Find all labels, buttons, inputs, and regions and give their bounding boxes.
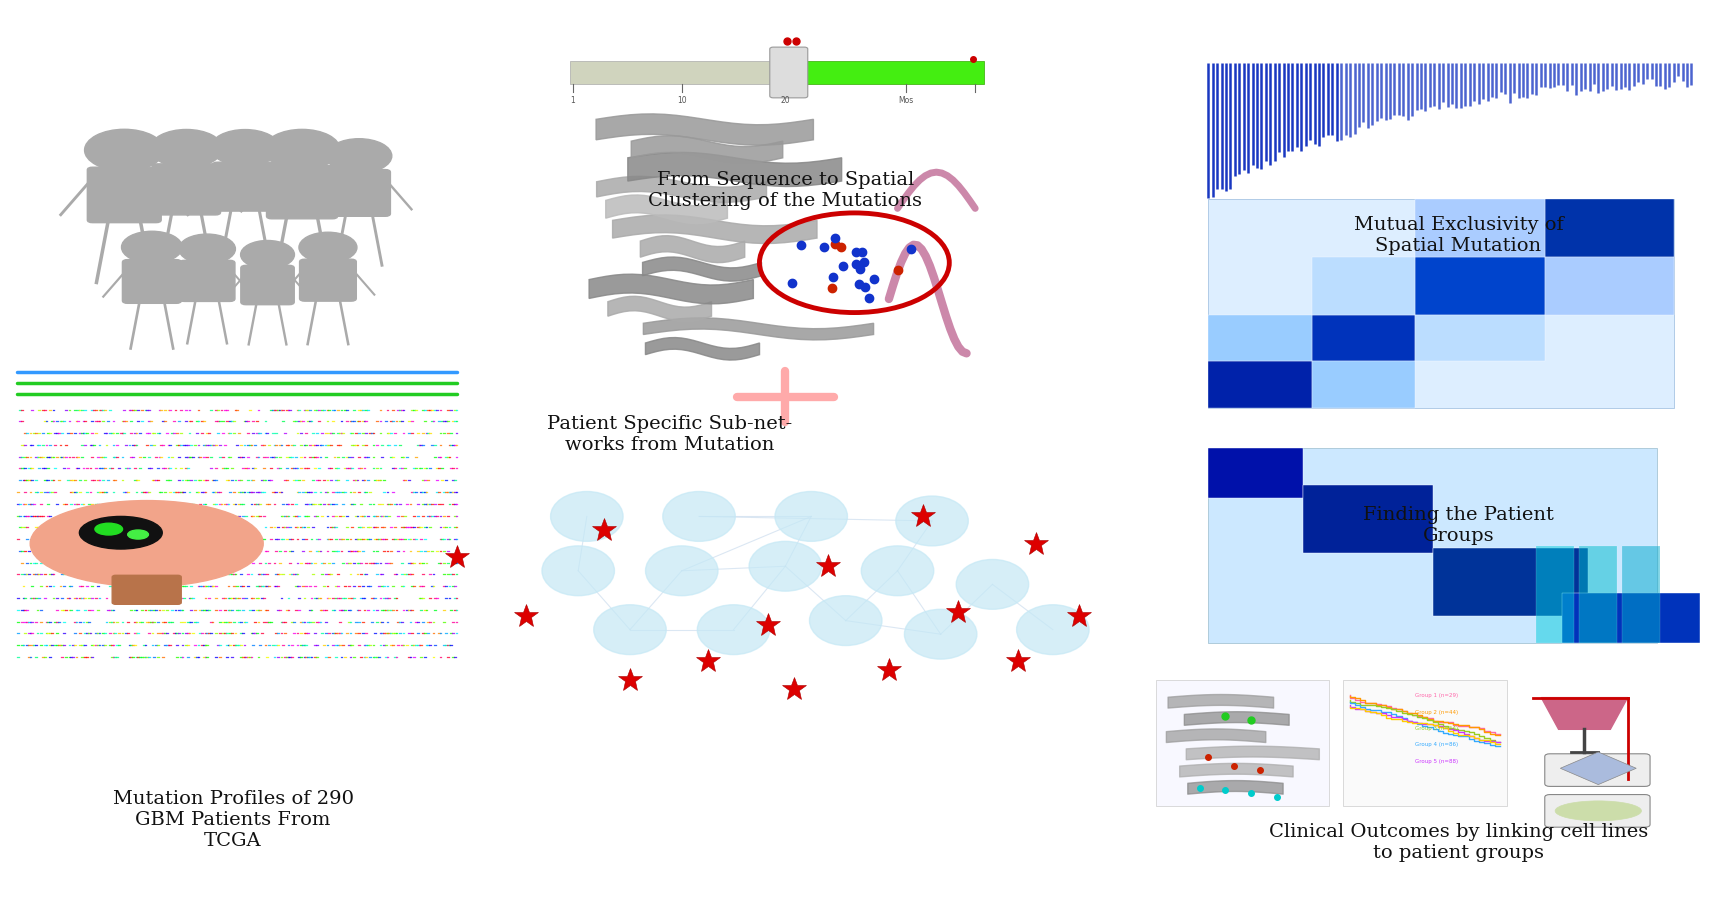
Circle shape (299, 232, 357, 263)
Bar (1312, 361, 1415, 408)
Polygon shape (644, 318, 873, 340)
FancyBboxPatch shape (1545, 754, 1650, 786)
Bar (1579, 545, 1617, 643)
Bar (1433, 548, 1588, 616)
Bar (1208, 199, 1674, 408)
Polygon shape (640, 236, 744, 263)
Ellipse shape (95, 523, 123, 535)
Bar (1208, 448, 1657, 643)
Circle shape (180, 234, 235, 264)
Text: From Sequence to Spatial
Clustering of the Mutations: From Sequence to Spatial Clustering of t… (649, 171, 922, 209)
Circle shape (264, 130, 340, 169)
Polygon shape (642, 257, 761, 281)
Text: Group 2 (n=44): Group 2 (n=44) (1415, 709, 1458, 715)
Ellipse shape (809, 596, 882, 645)
Circle shape (150, 130, 223, 168)
Polygon shape (628, 152, 842, 187)
Bar (1545, 257, 1674, 315)
FancyBboxPatch shape (242, 265, 293, 304)
Bar (1415, 315, 1545, 361)
Text: Finding the Patient
Groups: Finding the Patient Groups (1364, 506, 1553, 545)
Ellipse shape (896, 496, 968, 545)
Text: 10: 10 (677, 96, 687, 105)
FancyBboxPatch shape (770, 47, 808, 98)
Bar (1415, 199, 1545, 257)
Text: Patient Specific Sub-net-
works from Mutation: Patient Specific Sub-net- works from Mut… (547, 416, 792, 454)
Circle shape (211, 130, 280, 166)
Circle shape (85, 130, 164, 171)
Bar (1208, 315, 1312, 361)
Polygon shape (606, 195, 727, 224)
Bar (785, 61, 984, 84)
FancyBboxPatch shape (212, 162, 278, 211)
Text: Mos: Mos (899, 96, 913, 105)
Text: Group 1 (n=29): Group 1 (n=29) (1415, 693, 1458, 699)
FancyBboxPatch shape (300, 259, 356, 301)
Text: Clinical Outcomes by linking cell lines
to patient groups: Clinical Outcomes by linking cell lines … (1269, 824, 1648, 862)
Ellipse shape (646, 545, 718, 596)
FancyBboxPatch shape (266, 166, 338, 219)
FancyBboxPatch shape (180, 260, 235, 302)
FancyBboxPatch shape (88, 168, 161, 223)
Polygon shape (1541, 698, 1628, 729)
Bar (1156, 680, 1329, 806)
Ellipse shape (594, 605, 666, 654)
Bar (1208, 448, 1303, 498)
FancyBboxPatch shape (328, 169, 390, 217)
Ellipse shape (1555, 801, 1641, 821)
Bar (1208, 361, 1312, 408)
Ellipse shape (956, 559, 1029, 610)
Ellipse shape (1017, 605, 1089, 654)
Polygon shape (613, 215, 816, 244)
Bar (1622, 545, 1660, 643)
FancyBboxPatch shape (123, 260, 181, 304)
Bar (1303, 485, 1433, 553)
Bar (1415, 257, 1545, 315)
Text: Group 5 (n=88): Group 5 (n=88) (1415, 758, 1458, 764)
Polygon shape (632, 136, 784, 163)
Text: 20: 20 (780, 96, 791, 105)
Polygon shape (597, 177, 766, 202)
Polygon shape (646, 338, 759, 360)
Ellipse shape (861, 545, 934, 596)
Bar (1545, 199, 1674, 257)
Ellipse shape (663, 491, 735, 542)
Bar (1536, 545, 1574, 643)
Circle shape (240, 240, 295, 269)
Bar (570, 61, 785, 84)
Ellipse shape (551, 491, 623, 542)
Bar (570, 109, 984, 371)
Bar (1312, 315, 1415, 361)
Polygon shape (595, 114, 813, 145)
FancyBboxPatch shape (1545, 795, 1650, 827)
FancyBboxPatch shape (112, 575, 181, 604)
FancyBboxPatch shape (152, 164, 221, 215)
Bar (1562, 593, 1700, 643)
Polygon shape (608, 296, 711, 322)
Ellipse shape (128, 530, 148, 539)
Ellipse shape (697, 605, 770, 654)
Text: Group 3 (n=54): Group 3 (n=54) (1415, 726, 1458, 731)
Ellipse shape (31, 500, 262, 587)
Ellipse shape (542, 545, 614, 596)
Polygon shape (1560, 752, 1636, 785)
Ellipse shape (749, 541, 822, 592)
Text: Mutual Exclusivity of
Spatial Mutation: Mutual Exclusivity of Spatial Mutation (1353, 217, 1564, 255)
Text: Group 4 (n=86): Group 4 (n=86) (1415, 742, 1458, 747)
Ellipse shape (904, 609, 977, 660)
Polygon shape (589, 275, 753, 304)
Circle shape (326, 139, 392, 173)
Circle shape (121, 231, 183, 263)
Ellipse shape (775, 491, 847, 542)
Ellipse shape (79, 516, 162, 549)
Bar (1343, 680, 1507, 806)
Text: 1: 1 (571, 96, 575, 105)
Text: Mutation Profiles of 290
GBM Patients From
TCGA: Mutation Profiles of 290 GBM Patients Fr… (112, 790, 354, 850)
Bar (1312, 257, 1415, 315)
